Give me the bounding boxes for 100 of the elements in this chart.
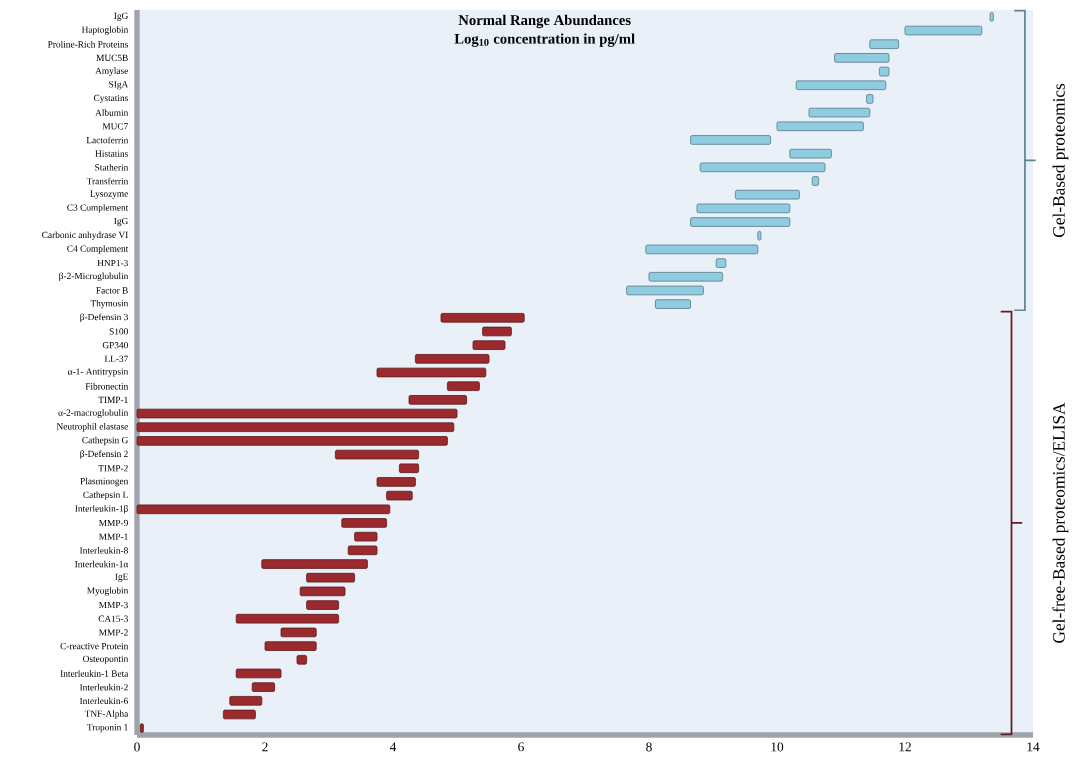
bar [735,189,800,200]
x-tick-label: 14 [1027,742,1040,752]
y-tick-label: MUC7 [102,123,129,130]
y-tick-label: IgE [115,573,128,582]
y-tick-label: TIMP-2 [98,465,128,472]
x-tick-label: 2 [262,742,268,752]
bar [808,107,871,118]
bar [136,504,391,515]
y-tick-label: MMP-9 [99,519,128,527]
y-tick-label: TNF-Alpha [84,710,129,719]
y-tick-label: β-2-Microglobulin [59,272,129,282]
y-tick-label: Osteopontin [83,655,129,664]
chart-title: Normal Range Abundances [458,14,631,29]
y-tick-label: Amylase [95,67,128,76]
bar [482,326,512,337]
bar [136,422,455,432]
y-tick-label: IgG [114,12,128,21]
y-tick-label: Troponin 1 [87,724,128,733]
text: Log$_{10}$ concentration in pg/ml [454,33,635,47]
x-tick-label: 0 [134,742,140,752]
y-tick-label: Myoglobin [87,587,129,596]
y-tick-label: MUC5B [96,54,128,62]
bar [235,613,340,624]
y-tick-label: CA15-3 [98,615,128,622]
legend-label: Gel-free-Based proteomics/ELISA [1052,402,1069,643]
bar [472,340,506,350]
bar [335,449,419,460]
bar [690,217,791,227]
bar [341,518,387,528]
y-tick-label: C-reactive Protein [60,642,129,650]
bar [904,25,983,36]
y-tick-label: C4 Complement [67,245,129,254]
bar [626,285,704,296]
bar [776,121,864,132]
bar [261,559,368,569]
bar [280,627,317,638]
y-tick-label: C3 Complement [67,204,129,213]
bar [347,545,378,556]
bar [251,682,275,692]
bar [229,696,263,706]
bar [699,162,826,173]
bar [264,641,317,651]
bar [869,39,900,49]
y-tick-label: Interleukin-2 [79,683,128,691]
bar [306,572,355,583]
x-tick-label: 4 [389,742,397,752]
y-tick-label: Neutrophil elastase [56,423,128,432]
bar [789,148,832,159]
bar [386,490,413,501]
bar [690,135,772,145]
y-tick-label: Plasminogen [80,477,129,487]
y-tick-label: MMP-2 [99,629,128,636]
y-tick-label: LL-37 [104,355,129,362]
bar [399,463,419,474]
y-tick-label: SIgA [109,81,129,90]
y-tick-label: α-2-macroglobulin [58,409,129,418]
bar [354,531,378,542]
bar [834,53,890,63]
bar [376,477,416,487]
y-tick-label: Interleukin-1α [75,560,129,568]
bar [415,354,490,364]
y-tick-label: GP340 [102,342,128,349]
y-tick-label: Statherin [95,164,129,171]
bar [655,299,692,309]
x-tick-label: 6 [518,742,524,752]
y-tick-label: IgG [114,217,128,227]
y-tick-label: α-1- Antitrypsin [68,368,129,377]
bar [879,66,890,77]
y-tick-label: Haptoglobin [81,26,129,35]
x-tick-label: 8 [646,742,652,752]
x-tick-label: 10 [771,742,784,752]
bar [136,436,448,446]
legend-label: Gel-Based proteomics [1052,83,1069,238]
y-tick-label: Interleukin-1β [75,505,128,514]
y-tick-label: Interleukin-6 [79,697,129,705]
y-tick-label: Lysozyme [90,190,128,199]
y-tick-label: MMP-1 [99,533,128,540]
y-tick-label: Thymosin [90,299,129,309]
bar [696,203,791,214]
y-tick-label: Histatins [95,150,128,157]
bar [296,655,308,665]
y-tick-label: HNP1-3 [97,259,128,267]
bar [223,709,256,720]
bar [715,258,727,268]
bar [136,408,458,419]
bar [447,381,480,391]
y-tick-label: Transferrin [86,177,129,185]
bar [440,313,525,323]
y-tick-label: Fibronectin [85,382,129,390]
bar [648,271,724,282]
bar [408,395,467,405]
y-tick-label: Proline-Rich Proteins [47,40,128,48]
y-tick-label: Lactoferrin [86,136,129,144]
y-tick-label: Cathepsin L [83,491,128,500]
bar [645,244,759,255]
bar [235,668,282,679]
y-tick-label: Albumin [95,109,129,116]
y-tick-label: β-Defensin 2 [80,450,128,459]
bar [306,600,340,610]
x-tick-label: 12 [899,742,911,752]
